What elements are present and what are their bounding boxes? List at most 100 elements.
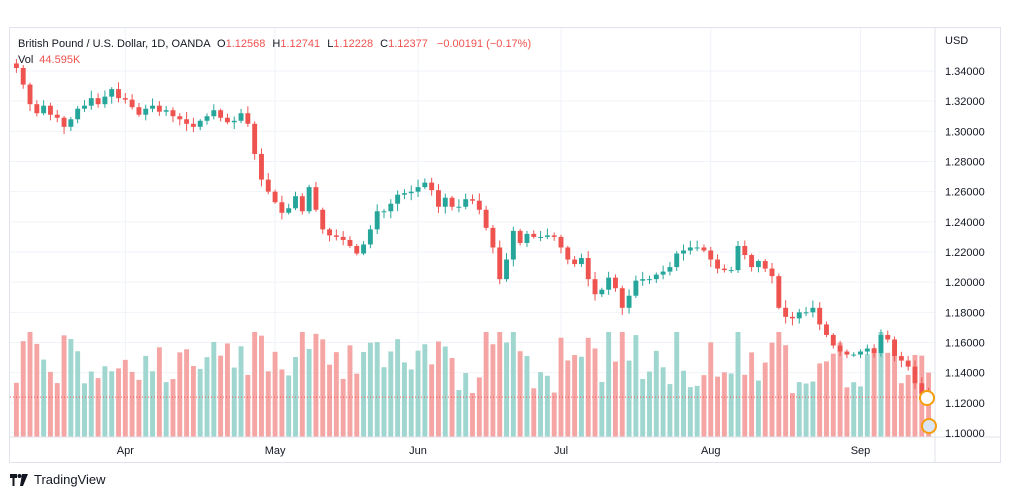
candle-body [510, 230, 516, 260]
candle-body [483, 209, 489, 228]
volume-bar [299, 332, 305, 437]
volume-bar [463, 372, 469, 437]
candle-body [919, 383, 925, 394]
candle-body [61, 117, 67, 127]
flag-marker-icon[interactable] [921, 418, 937, 434]
candle-body [13, 63, 19, 68]
candle-body [381, 211, 387, 213]
candle-body [796, 312, 802, 319]
candle-body [497, 247, 503, 280]
volume-bar [436, 341, 441, 437]
candle-body [408, 191, 414, 194]
candle-body [34, 104, 40, 114]
candle-body [647, 279, 652, 281]
open-label: O [217, 38, 226, 50]
time-tick-label: May [265, 445, 286, 457]
candle-body [776, 276, 782, 308]
candle-body [150, 105, 156, 109]
time-tick-label: Jun [409, 445, 427, 457]
volume-bar [510, 332, 516, 437]
candle-body [701, 247, 707, 251]
symbol-title[interactable]: British Pound / U.S. Dollar, 1D, OANDA [18, 38, 210, 50]
candle-body [102, 96, 108, 105]
candle-body [367, 229, 373, 245]
volume-bar [783, 345, 789, 437]
volume-bar [340, 378, 346, 437]
event-marker-icon[interactable] [919, 390, 935, 406]
candle-body [422, 182, 428, 188]
volume-bar [374, 342, 380, 437]
volume-bar [381, 367, 387, 437]
volume-bar [116, 368, 121, 437]
price-tick-label: 1.10000 [945, 428, 985, 440]
candle-body [429, 182, 435, 191]
volume-bar [531, 388, 537, 437]
volume-bar [640, 378, 646, 437]
volume-bar [776, 332, 782, 437]
candle-body [88, 98, 94, 106]
candle-body [204, 116, 210, 121]
chart-frame[interactable]: 1.34000 1.32000 1.30000 1.28000 1.26000 1.240… [9, 27, 1001, 463]
candle-body [544, 235, 550, 237]
volume-bar [347, 345, 353, 437]
candle-body [755, 261, 761, 268]
volume-bar [585, 337, 591, 437]
tradingview-logo-icon[interactable] [10, 473, 28, 486]
candle-body [572, 259, 578, 265]
volume-bar [749, 352, 755, 437]
candle-body [279, 202, 285, 213]
grid-layer [10, 28, 935, 437]
candlestick-chart[interactable]: 1.34000 1.32000 1.30000 1.28000 1.26000 1.240… [10, 28, 1000, 462]
volume-bar [231, 367, 237, 437]
volume-bar [68, 338, 74, 437]
tradingview-brand[interactable]: TradingView [34, 472, 106, 487]
volume-bar [476, 377, 482, 437]
volume-bar [102, 366, 108, 437]
candle-body [218, 110, 224, 118]
time-axis[interactable]: Apr May Jun Jul Aug Sep [117, 445, 871, 457]
volume-bar [708, 342, 714, 437]
price-axis[interactable]: 1.34000 1.32000 1.30000 1.28000 1.26000 1.240… [945, 66, 985, 440]
currency-label[interactable]: USD [945, 35, 969, 47]
candle-body [783, 307, 789, 317]
candle-body [122, 98, 128, 100]
candle-body [442, 197, 448, 207]
volume-bar [626, 360, 632, 437]
candle-body [197, 120, 203, 127]
volume-bar [401, 362, 407, 437]
event-markers[interactable] [919, 390, 937, 434]
candle-body [789, 316, 795, 319]
volume-bar [27, 332, 33, 437]
volume-bar [272, 351, 278, 437]
volume-bar [286, 375, 292, 437]
candle-body [190, 123, 196, 127]
candle-body [476, 200, 482, 210]
candle-body [762, 261, 768, 269]
candle-body [538, 236, 544, 238]
volume-bar [851, 382, 857, 437]
volume-legend: Vol 44.595K [18, 52, 80, 68]
candle-body [109, 89, 115, 97]
close-value: 1.12377 [388, 38, 428, 50]
price-tick-label: 1.16000 [945, 338, 985, 350]
volume-bar [483, 332, 489, 437]
candle-body [361, 244, 367, 254]
price-tick-label: 1.14000 [945, 368, 985, 380]
candle-body [354, 245, 360, 254]
volume-bar [54, 383, 60, 437]
volume-bar [13, 382, 19, 437]
volume-bar [715, 376, 721, 437]
candle-body [259, 153, 264, 180]
volume-bar [885, 352, 891, 437]
candle-body [401, 193, 407, 195]
candle-body [68, 119, 74, 127]
volume-bar [82, 383, 87, 437]
volume-bar [177, 352, 183, 437]
volume-label: Vol [18, 54, 34, 66]
volume-bar [762, 362, 768, 437]
candle-body [606, 277, 612, 290]
volume-bar [892, 344, 898, 437]
candle-body [293, 196, 298, 209]
candle-body [463, 199, 469, 207]
volume-bar [456, 390, 462, 437]
